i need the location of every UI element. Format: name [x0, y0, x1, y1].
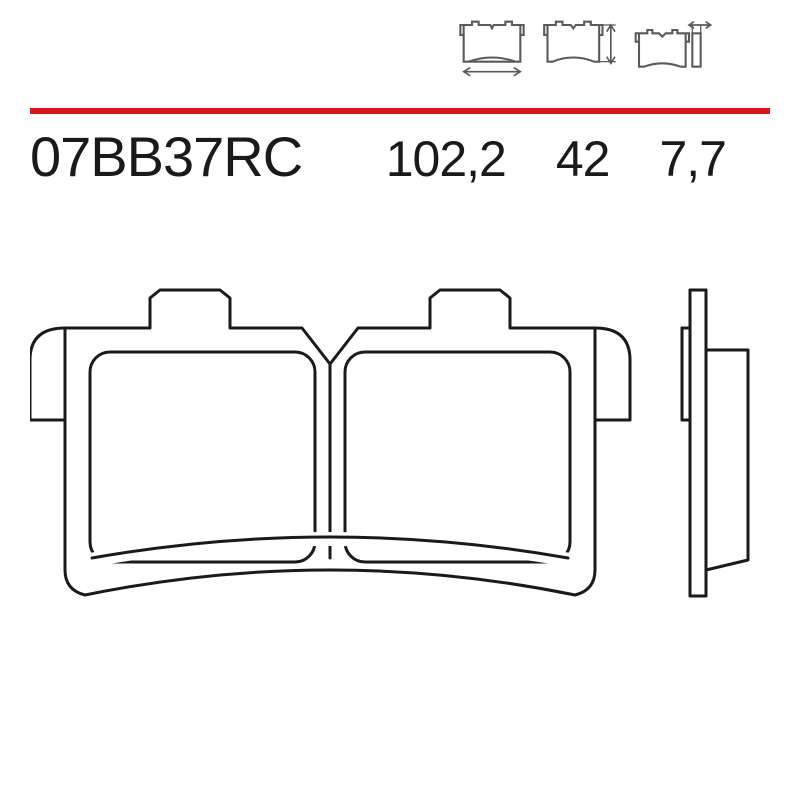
inner-window-left: [90, 352, 315, 562]
pad-outline-side: [682, 290, 748, 596]
thickness-icon: [628, 20, 720, 80]
technical-drawing: [30, 260, 770, 760]
dim-width: 102,2: [386, 130, 506, 188]
red-divider: [30, 108, 770, 114]
width-icon: [452, 20, 532, 80]
dim-thickness: 7,7: [659, 130, 726, 188]
part-number: 07BB37RC: [30, 124, 302, 189]
spec-row: 07BB37RC 102,2 42 7,7: [30, 124, 770, 189]
inner-window-right: [345, 352, 570, 562]
dim-height: 42: [556, 130, 610, 188]
height-icon: [540, 20, 620, 80]
dimension-icons: [452, 20, 720, 80]
dimensions: 102,2 42 7,7: [386, 130, 770, 188]
